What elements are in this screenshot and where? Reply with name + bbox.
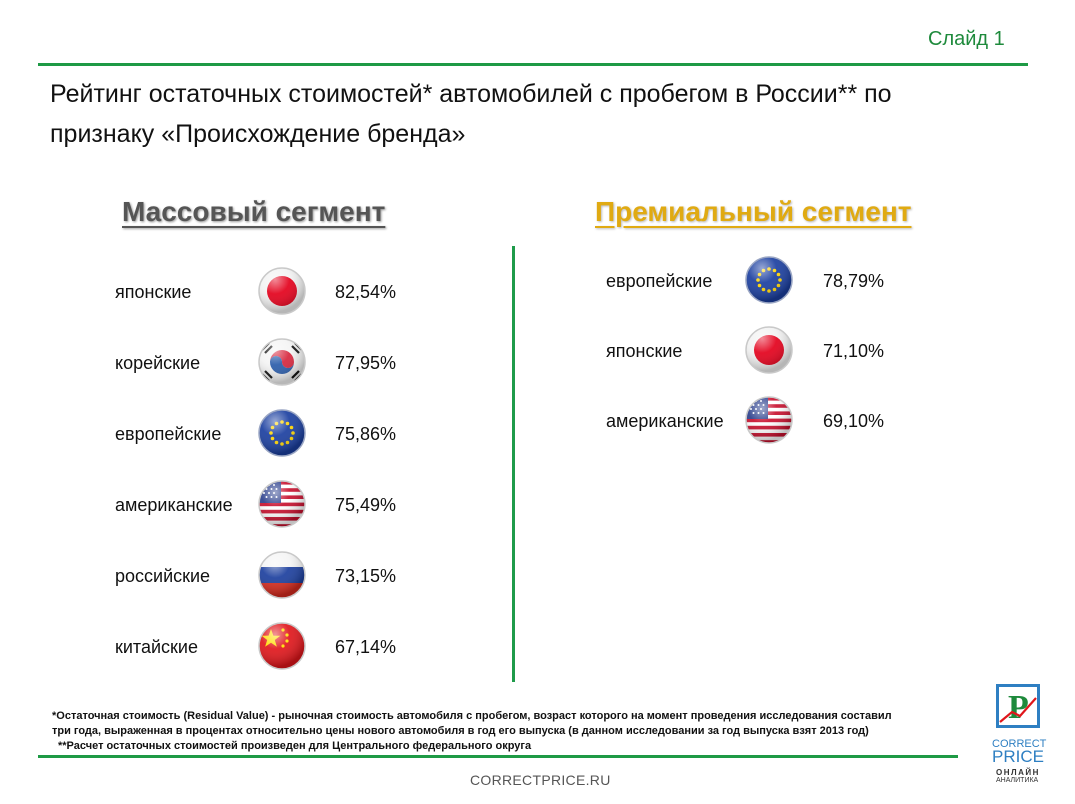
- mass-row: китайские 67,14%: [115, 621, 415, 673]
- mass-row: американские 75,49%: [115, 479, 415, 531]
- logo-line-4: АНАЛИТИКА: [996, 777, 1039, 784]
- footnote-1: *Остаточная стоимость (Residual Value) -…: [52, 710, 892, 722]
- top-divider: [38, 63, 1028, 66]
- row-label: японские: [115, 282, 192, 302]
- logo-mark: P: [996, 684, 1040, 728]
- row-value: 77,95%: [335, 353, 397, 373]
- mass-row: корейские 77,95%: [115, 337, 415, 389]
- mass-row: российские 73,15%: [115, 550, 415, 602]
- mass-segment-heading: Массовый сегмент: [122, 196, 386, 227]
- premium-row: американские 69,10%: [606, 395, 906, 447]
- row-value: 69,10%: [823, 411, 885, 431]
- japan-flag-icon: [744, 325, 794, 375]
- row-label: американские: [606, 411, 724, 431]
- korea-flag-icon: [257, 337, 307, 387]
- mass-row: европейские 75,86%: [115, 408, 415, 460]
- footnote-2: **Расчет остаточных стоимостей произведе…: [58, 740, 532, 752]
- eu-flag-icon: [744, 255, 794, 305]
- logo-line-3: ОНЛАЙН: [996, 768, 1040, 777]
- row-label: китайские: [115, 637, 198, 657]
- row-value: 73,15%: [335, 566, 397, 586]
- china-flag-icon: [257, 621, 307, 671]
- site-url[interactable]: CORRECTPRICE.RU: [470, 772, 611, 788]
- mass-row: японские 82,54%: [115, 266, 415, 318]
- row-value: 75,49%: [335, 495, 397, 515]
- row-value: 78,79%: [823, 271, 885, 291]
- bottom-divider: [38, 755, 958, 758]
- russia-flag-icon: [257, 550, 307, 600]
- row-label: корейские: [115, 353, 201, 373]
- usa-flag-icon: [744, 395, 794, 445]
- row-label: американские: [115, 495, 233, 515]
- row-value: 82,54%: [335, 282, 397, 302]
- logo-line-2: PRICE: [992, 747, 1044, 766]
- row-label: европейские: [606, 271, 713, 291]
- premium-segment-heading: Премиальный сегмент: [595, 196, 912, 227]
- premium-row: европейские 78,79%: [606, 255, 906, 307]
- row-value: 71,10%: [823, 341, 885, 361]
- premium-row: японские 71,10%: [606, 325, 906, 377]
- correctprice-logo[interactable]: P CORRECT PRICE ОНЛАЙН АНАЛИТИКА: [990, 682, 1054, 792]
- eu-flag-icon: [257, 408, 307, 458]
- slide-title: Рейтинг остаточных стоимостей* автомобил…: [50, 80, 892, 148]
- logo-line-1: CORRECT: [992, 738, 1047, 750]
- logo-trend-icon: [999, 697, 1037, 723]
- row-value: 67,14%: [335, 637, 397, 657]
- footnote-1-cont: три года, выраженная в процентах относит…: [52, 725, 869, 737]
- row-label: японские: [606, 341, 683, 361]
- logo-letter: P: [1008, 689, 1029, 726]
- japan-flag-icon: [257, 266, 307, 316]
- vertical-divider: [512, 246, 515, 682]
- usa-flag-icon: [257, 479, 307, 529]
- slide-label: Слайд 1: [928, 28, 1005, 50]
- row-label: европейские: [115, 424, 222, 444]
- row-value: 75,86%: [335, 424, 397, 444]
- row-label: российские: [115, 566, 211, 586]
